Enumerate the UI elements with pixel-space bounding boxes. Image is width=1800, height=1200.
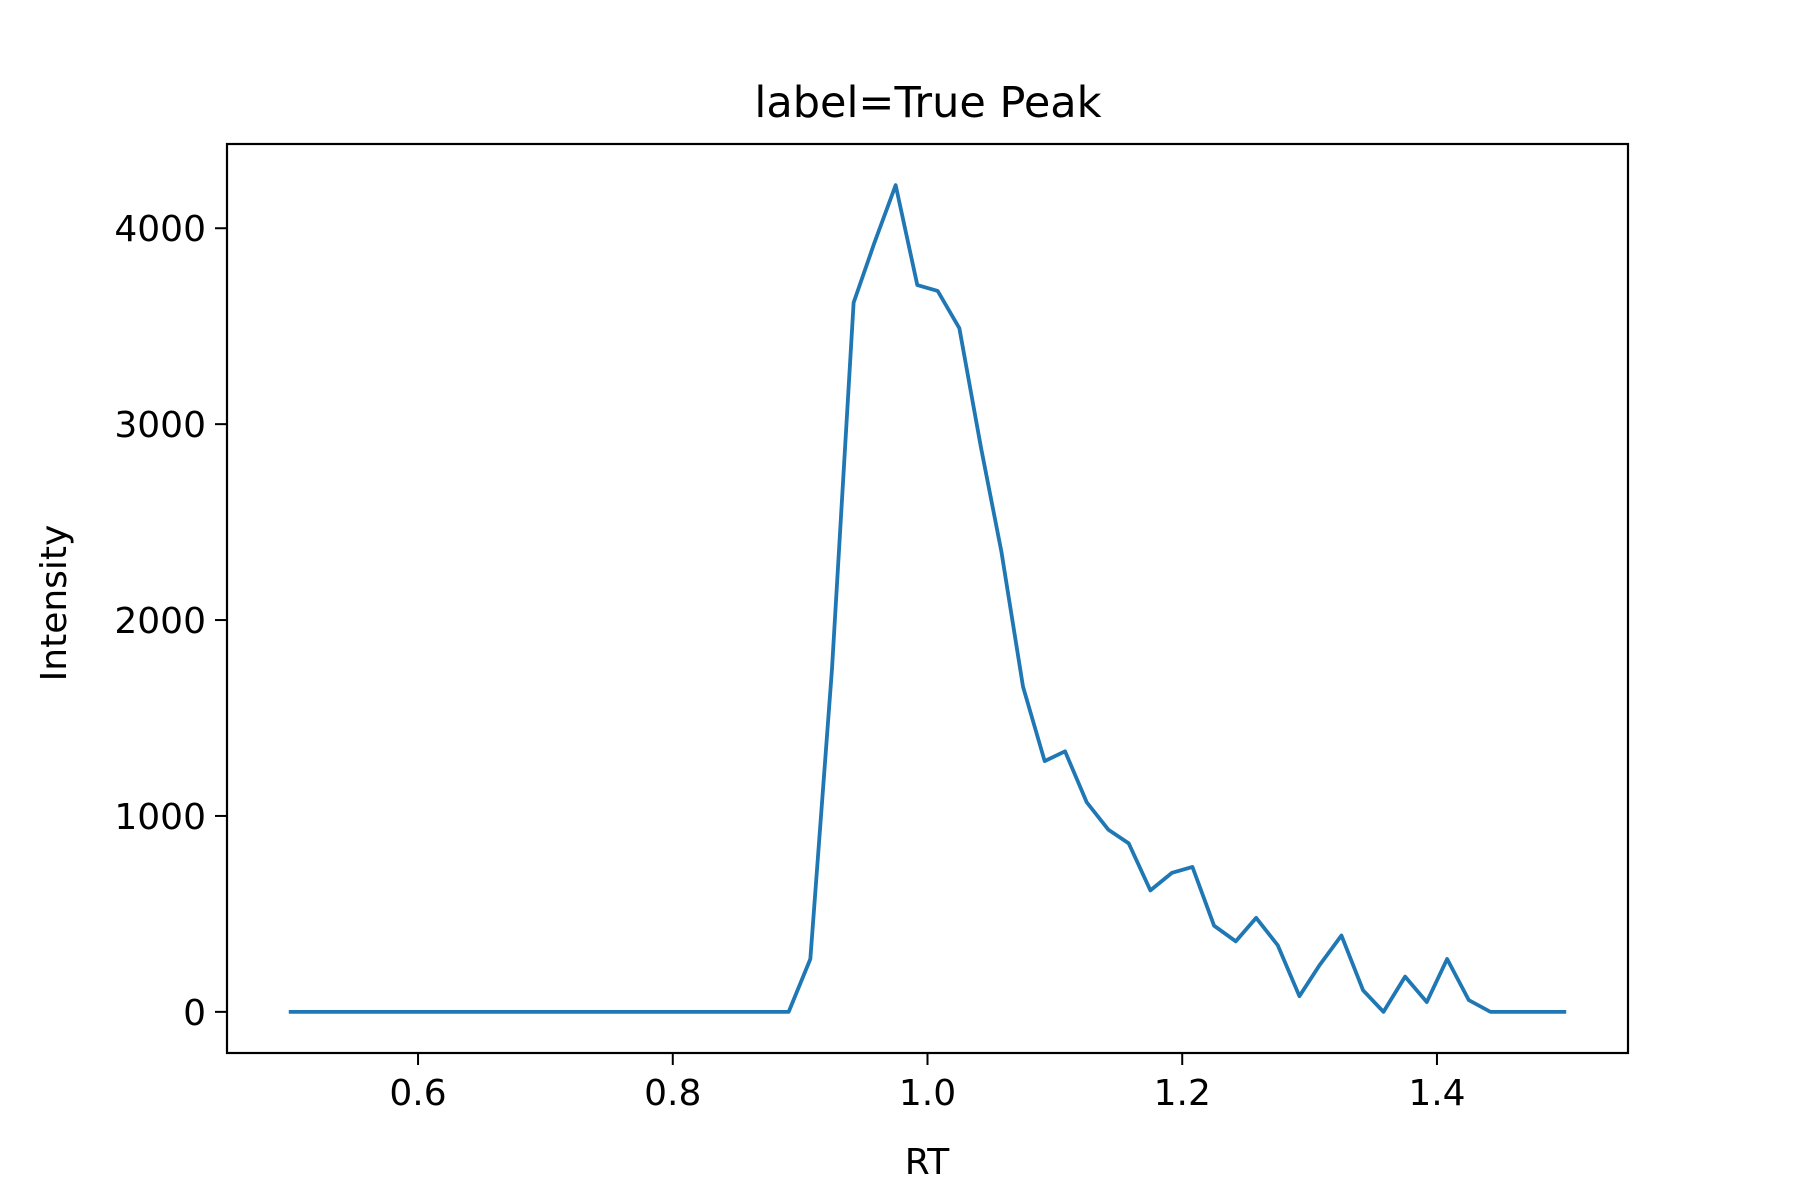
y-axis-label: Intensity xyxy=(34,525,75,682)
y-axis: 0 1000 2000 3000 4000 xyxy=(114,209,227,1034)
y-tick-label: 1000 xyxy=(114,797,206,838)
chart-title: label=True Peak xyxy=(754,78,1101,128)
y-tick-label: 0 xyxy=(183,993,206,1034)
x-tick-label: 1.2 xyxy=(1154,1073,1211,1114)
y-tick-label: 2000 xyxy=(114,601,206,642)
x-axis: 0.6 0.8 1.0 1.2 1.4 xyxy=(389,1053,1466,1114)
x-tick-label: 1.0 xyxy=(899,1073,956,1114)
x-axis-label: RT xyxy=(905,1142,950,1183)
x-tick-label: 1.4 xyxy=(1408,1073,1465,1114)
x-tick-label: 0.8 xyxy=(644,1073,701,1114)
y-tick-label: 3000 xyxy=(114,405,206,446)
y-tick-label: 4000 xyxy=(114,209,206,250)
series-line-intensity xyxy=(288,183,1567,1014)
x-tick-label: 0.6 xyxy=(389,1073,446,1114)
